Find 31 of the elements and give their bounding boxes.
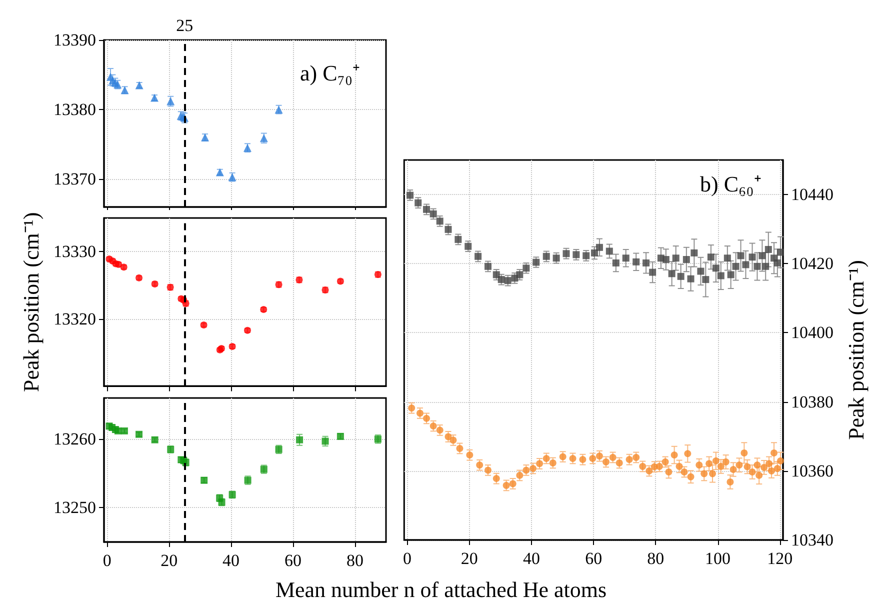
x-tick-label: 20 — [160, 551, 178, 570]
y-tick-label: 13320 — [54, 309, 96, 328]
x-tick-label: 40 — [222, 551, 240, 570]
y-tick-label: 10360 — [791, 461, 834, 480]
y-axis-title: Peak position (cm⁻¹) — [844, 260, 868, 440]
x-tick-label: 20 — [460, 549, 478, 568]
x-tick-label: 0 — [102, 551, 112, 570]
y-tick-label: 13380 — [54, 100, 96, 120]
y-tick-label: 13370 — [54, 170, 96, 189]
y-tick-label: 13390 — [54, 30, 96, 50]
y-tick-label: 10400 — [791, 323, 834, 342]
y-tick-label: 13250 — [54, 498, 96, 518]
x-tick-label: 40 — [522, 549, 540, 568]
x-tick-label: 120 — [767, 549, 793, 568]
x-tick-label: 60 — [284, 551, 302, 570]
x-tick-label: 80 — [346, 551, 364, 570]
y-tick-label: 13330 — [54, 242, 96, 262]
annotation: b) C₆₀⁺ — [700, 172, 761, 196]
ref-line-label: 25 — [176, 16, 194, 35]
y-tick-label: 10420 — [791, 254, 834, 274]
annotation: a) C₇₀⁺ — [300, 60, 360, 86]
y-tick-label: 10440 — [791, 185, 834, 204]
x-axis-title: Mean number n of attached He atoms — [275, 577, 607, 603]
y-tick-label: 10340 — [791, 530, 834, 550]
x-tick-label: 80 — [647, 549, 664, 568]
x-tick-label: 0 — [403, 549, 412, 568]
y-axis-title: Peak position (cm⁻¹) — [18, 212, 44, 392]
y-tick-label: 13260 — [54, 430, 96, 449]
x-tick-label: 100 — [705, 549, 731, 568]
x-tick-label: 60 — [585, 549, 602, 568]
y-tick-label: 10380 — [791, 392, 834, 412]
